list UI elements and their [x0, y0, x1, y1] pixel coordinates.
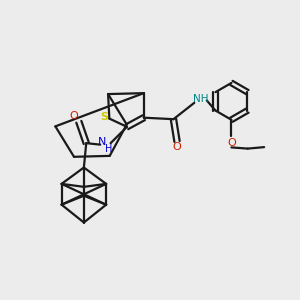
Text: O: O [227, 138, 236, 148]
Text: S: S [100, 112, 108, 122]
Text: O: O [173, 142, 182, 152]
Text: O: O [69, 111, 78, 122]
Text: NH: NH [193, 94, 208, 104]
Text: H: H [105, 143, 113, 154]
Text: N: N [98, 137, 106, 147]
